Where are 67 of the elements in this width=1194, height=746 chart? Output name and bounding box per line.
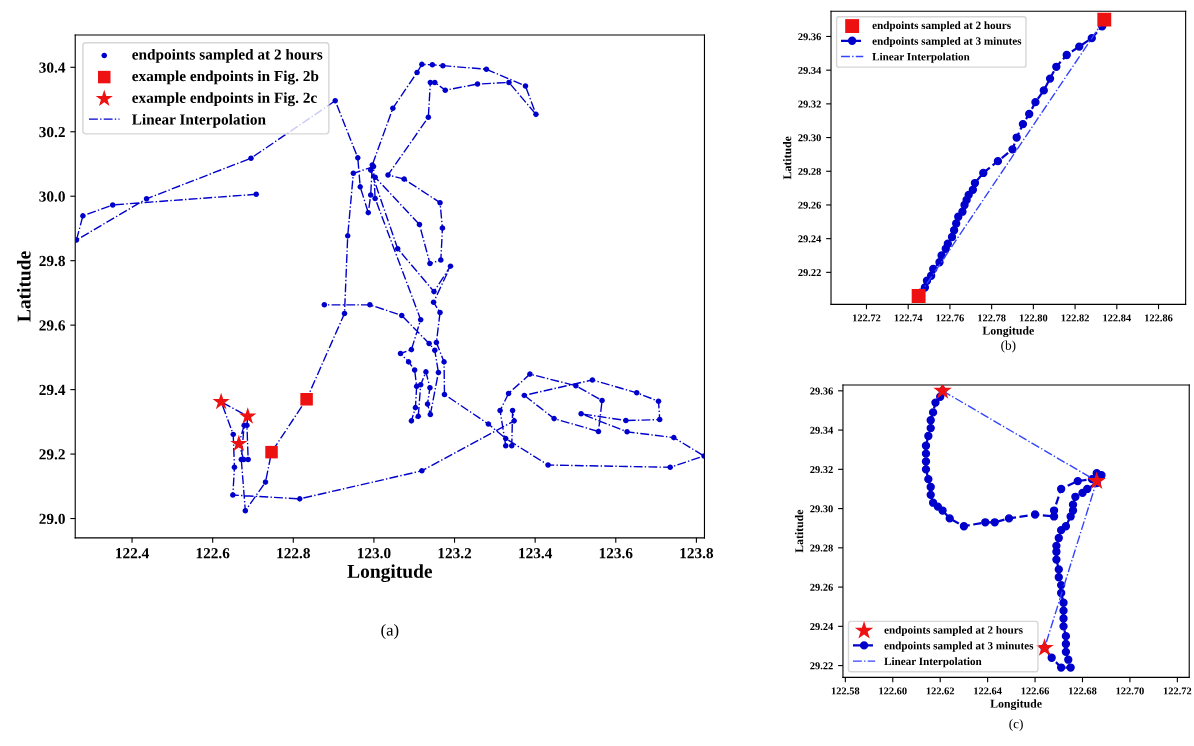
x-tick-label: 122.4	[116, 548, 149, 559]
text: (a)	[381, 623, 399, 640]
y-tick-label: 30.4	[39, 62, 66, 73]
x-tick-label: 122.74	[894, 314, 923, 322]
x-tick-label: 122.70	[1116, 687, 1144, 695]
legend-label: endpoints sampled at 3 minutes	[884, 641, 1034, 652]
legend-label: Linear Interpolation	[132, 113, 266, 128]
x-tick-label: 122.66	[1021, 687, 1050, 695]
legend-label: Linear Interpolation	[884, 657, 982, 668]
y-tick-label: 29.26	[798, 201, 821, 209]
x-tick-label: 122.64	[974, 687, 1002, 695]
x-tick-label: 122.78	[978, 314, 1006, 322]
legend-label: endpoints sampled at 2 hours	[132, 48, 323, 63]
x-axis-title: Longitude	[347, 564, 433, 583]
x-axis-title: Longitude	[990, 699, 1042, 711]
x-tick-label: 122.6	[196, 548, 230, 559]
y-tick-label: 29.4	[39, 384, 66, 396]
x-tick-label: 123.2	[438, 548, 472, 559]
x-tick-label: 122.76	[936, 314, 964, 322]
y-tick-label: 29.30	[798, 134, 821, 142]
legend-label: example endpoints in Fig. 2c	[132, 92, 317, 107]
x-tick-label: 122.86	[1145, 314, 1173, 322]
x-tick-label: 122.72	[1163, 687, 1192, 695]
y-tick-label: 29.2	[39, 449, 65, 460]
x-tick-label: 123.4	[519, 548, 553, 559]
x-tick-label: 123.0	[357, 548, 391, 559]
x-tick-label: 123.6	[599, 548, 633, 559]
y-tick-label: 29.28	[798, 167, 821, 176]
y-tick-label: 30.2	[39, 126, 65, 138]
y-tick-label: 29.36	[798, 33, 821, 41]
legend-label: Linear Interpolation	[872, 52, 970, 63]
y-tick-label: 29.28	[810, 544, 833, 552]
y-tick-label: 29.32	[798, 100, 821, 108]
y-tick-label: 29.36	[810, 387, 833, 395]
y-tick-label: 29.8	[39, 255, 65, 267]
x-tick-label: 122.84	[1103, 314, 1131, 322]
x-axis-title: Longitude	[982, 326, 1034, 338]
text: (b)	[1001, 340, 1016, 353]
y-tick-label: 29.26	[810, 583, 833, 591]
y-tick-label: 29.30	[810, 505, 833, 513]
x-tick-label: 122.62	[926, 687, 955, 695]
y-axis-title: Latitude	[782, 136, 792, 180]
y-tick-label: 29.34	[798, 66, 822, 74]
x-tick-label: 122.58	[831, 687, 860, 695]
y-axis-title: Latitude	[794, 509, 804, 553]
x-tick-label: 122.8	[277, 548, 310, 559]
x-tick-label: 122.72	[853, 314, 881, 322]
x-tick-label: 122.80	[1019, 314, 1048, 322]
x-tick-label: 123.8	[680, 548, 714, 559]
x-tick-label: 122.82	[1061, 314, 1089, 322]
text: (c)	[1009, 719, 1023, 731]
y-axis-title: Latitude	[16, 251, 31, 322]
y-tick-label: 29.34	[810, 426, 834, 434]
y-tick-label: 29.0	[39, 513, 65, 525]
y-tick-label: 29.22	[798, 269, 821, 277]
y-tick-label: 29.24	[798, 235, 822, 243]
y-tick-label: 30.0	[39, 191, 65, 202]
legend-label: example endpoints in Fig. 2b	[132, 70, 319, 85]
x-tick-label: 122.68	[1069, 687, 1097, 695]
y-tick-label: 29.24	[810, 623, 834, 631]
legend-label: endpoints sampled at 2 hours	[884, 625, 1023, 636]
legend-label: endpoints sampled at 2 hours	[872, 21, 1011, 32]
y-tick-label: 29.22	[810, 662, 833, 670]
y-tick-label: 29.6	[39, 320, 66, 331]
legend-label: endpoints sampled at 3 minutes	[872, 36, 1022, 48]
y-tick-label: 29.32	[810, 466, 833, 474]
x-tick-label: 122.60	[879, 687, 907, 695]
